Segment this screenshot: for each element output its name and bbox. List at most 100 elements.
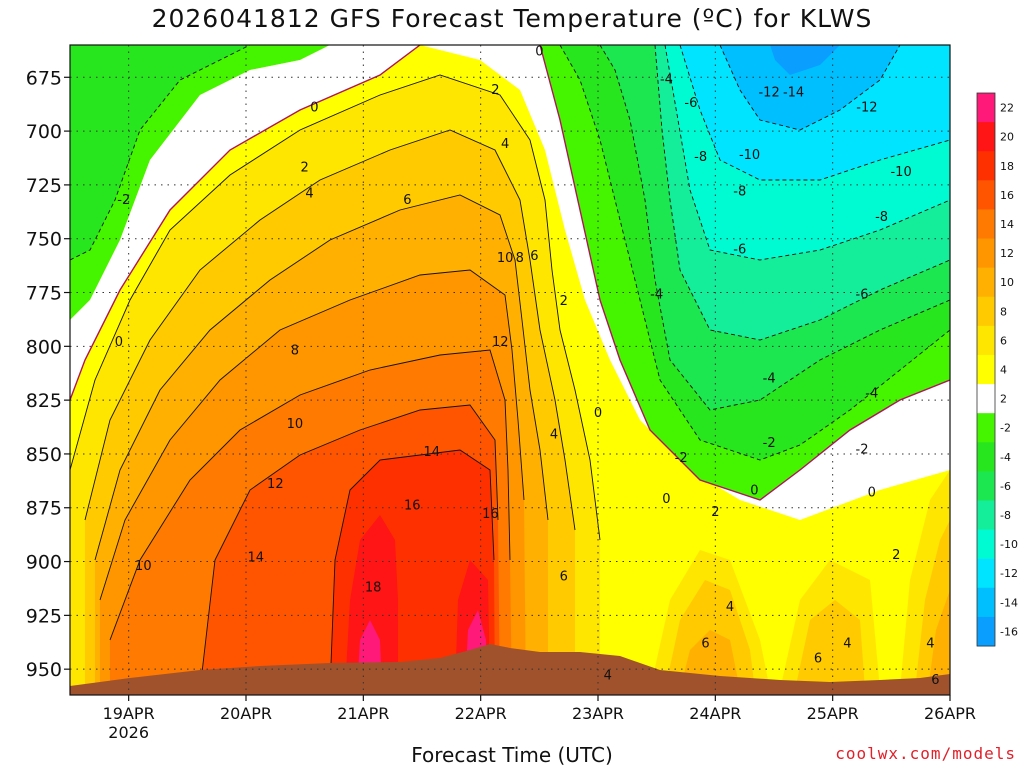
y-tick-label: 825 [26, 390, 62, 412]
chart-title: 2026041812 GFS Forecast Temperature (ºC)… [151, 4, 873, 33]
colorbar-label: 10 [1000, 276, 1014, 289]
colorbar-swatch [977, 616, 995, 647]
y-tick-label: 875 [26, 498, 62, 520]
contour-label: -8 [875, 210, 888, 225]
contour-label: 16 [404, 499, 421, 514]
y-tick-label: 775 [26, 283, 62, 305]
contour-label: 8 [516, 251, 524, 266]
x-tick-label: 25APR [807, 704, 859, 723]
contour-label: 6 [403, 193, 411, 208]
contour-label: 2 [301, 161, 309, 176]
x-axis-label: Forecast Time (UTC) [411, 743, 613, 767]
colorbar-swatch [977, 180, 995, 210]
contour-label: -4 [865, 387, 878, 402]
y-tick-label: 850 [26, 444, 62, 466]
contour-line-minus12 [719, 45, 901, 131]
colorbar-swatch [977, 267, 995, 298]
colorbar-label: -2 [1000, 422, 1011, 435]
x-tick-label: 26APR [924, 704, 976, 723]
contour-line-minus8 [664, 45, 950, 261]
y-tick-label: 675 [26, 67, 62, 89]
contour-line-16 [329, 449, 495, 691]
contour-label: -12 [856, 100, 877, 115]
contour-label: -12 [758, 85, 779, 100]
colorbar-swatch [977, 471, 995, 501]
colorbar-swatch [977, 354, 995, 385]
colorbar: 22 20 18 16 14 12 10 8 6 4 2 -2 -4 -6 -8 -10 -12 -14 -16 [976, 92, 1018, 647]
contour-label: -10 [890, 165, 911, 180]
colorbar-label: -12 [1000, 567, 1018, 580]
contour-line-minus10 [679, 45, 950, 181]
contour-label: 6 [814, 651, 822, 666]
contour-label: 10 [287, 417, 304, 432]
contour-label: 0 [115, 335, 123, 350]
contour-line-12 [109, 349, 511, 641]
contour-lines [70, 45, 950, 691]
contour-line-minus6 [654, 45, 950, 341]
contour-label: 4 [843, 636, 851, 651]
contour-label: 2 [892, 548, 900, 563]
credit-link[interactable]: coolwx.com/models [835, 744, 1016, 763]
contour-label: -6 [856, 288, 869, 303]
colorbar-label: 8 [1000, 305, 1007, 318]
contour-label: 4 [550, 428, 558, 443]
contour-label: 6 [701, 636, 709, 651]
contour-label: 4 [726, 600, 734, 615]
y-axis: 675 700 725 750 775 800 825 850 875 900 925 950 [26, 67, 70, 681]
colorbar-label: 18 [1000, 160, 1014, 173]
colorbar-swatch [977, 384, 995, 414]
colorbar-label: -10 [1000, 538, 1018, 551]
colorbar-label: 20 [1000, 131, 1014, 144]
y-tick-label: 900 [26, 552, 62, 574]
field-18-20 [345, 515, 490, 690]
contour-line-10 [99, 269, 525, 601]
contour-label: 2 [560, 294, 568, 309]
y-tick-label: 950 [26, 659, 62, 681]
colorbar-label: -14 [1000, 596, 1018, 609]
field-6-8-right2 [795, 600, 865, 690]
contour-line-zero-right [539, 45, 950, 501]
contour-label: 6 [560, 570, 568, 585]
colorbar-label: 22 [1000, 102, 1014, 115]
contour-label: 2 [491, 83, 499, 98]
contour-label: -6 [733, 242, 746, 257]
colorbar-swatch [977, 238, 995, 269]
colorbar-label: 6 [1000, 334, 1007, 347]
x-tick-label: 19APR [103, 704, 155, 723]
colorbar-swatch [977, 122, 995, 152]
contour-label: 14 [424, 445, 441, 460]
y-tick-label: 925 [26, 605, 62, 627]
contour-label: 4 [926, 636, 934, 651]
contour-label: 0 [535, 44, 543, 59]
field-0-2-top [420, 45, 950, 520]
contour-label: 16 [482, 507, 499, 522]
colorbar-label: 2 [1000, 393, 1007, 406]
colorbar-swatch [977, 529, 995, 560]
contour-label: -4 [763, 372, 776, 387]
colorbar-swatch [977, 296, 995, 327]
contour-label: -6 [684, 96, 697, 111]
contour-label: 0 [750, 484, 758, 499]
contour-label: 0 [662, 492, 670, 507]
colorbar-label: -4 [1000, 451, 1011, 464]
colorbar-label: 16 [1000, 189, 1014, 202]
x-tick-label: 21APR [337, 704, 389, 723]
x-tick-label: 20APR [220, 704, 272, 723]
colorbar-swatch [977, 209, 995, 240]
y-tick-label: 725 [26, 175, 62, 197]
terrain [70, 644, 950, 695]
contour-label: 4 [604, 669, 612, 684]
field-minus14-right [720, 45, 900, 130]
contour-label: 6 [530, 249, 538, 264]
colorbar-swatch [977, 558, 995, 589]
colorbar-label: 12 [1000, 247, 1014, 260]
field-minus16-right [770, 45, 840, 75]
y-tick-label: 800 [26, 336, 62, 358]
contour-line-6 [84, 129, 576, 531]
colorbar-swatch [977, 325, 995, 356]
contour-label: -4 [660, 72, 673, 87]
contour-label: -2 [117, 193, 130, 208]
contour-line-minus4 [599, 45, 950, 411]
